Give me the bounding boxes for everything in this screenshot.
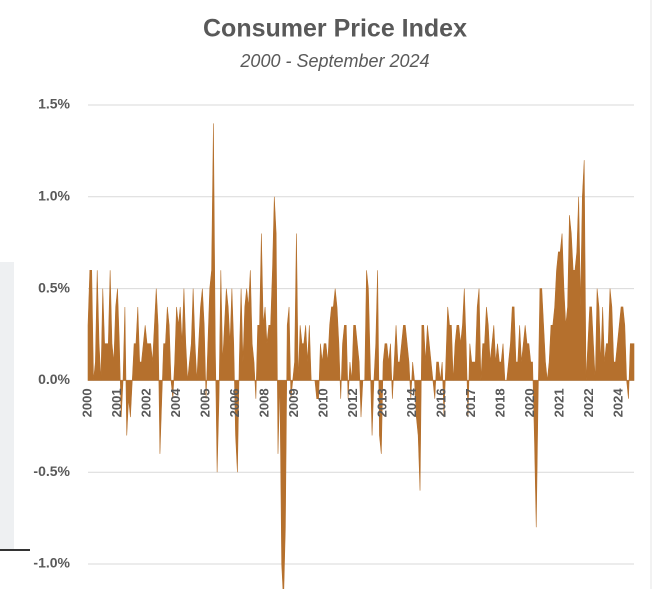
x-tick-label: 2008 [257, 388, 272, 417]
x-tick-label: 2014 [404, 388, 419, 418]
x-tick-label: 2006 [227, 388, 242, 417]
y-tick-label: 0.0% [38, 371, 70, 387]
y-tick-label: -0.5% [33, 463, 70, 479]
x-tick-label: 2018 [493, 388, 508, 417]
x-tick-label: 2002 [138, 388, 153, 417]
y-tick-label: 1.0% [38, 188, 70, 204]
x-tick-label: 2020 [522, 388, 537, 417]
x-tick-label: 2001 [109, 388, 124, 417]
chart-subtitle: 2000 - September 2024 [239, 51, 429, 71]
x-tick-label: 2016 [434, 388, 449, 417]
x-tick-label: 2005 [197, 388, 212, 417]
y-tick-label: -1.0% [33, 555, 70, 571]
x-tick-label: 2024 [611, 388, 626, 418]
x-tick-label: 2017 [463, 388, 478, 417]
y-tick-label: 1.5% [38, 96, 70, 112]
chart-title: Consumer Price Index [203, 15, 467, 43]
x-tick-label: 2022 [581, 388, 596, 417]
x-tick-label: 2009 [286, 388, 301, 417]
x-tick-label: 2010 [316, 388, 331, 417]
x-tick-label: 2000 [79, 388, 94, 417]
labels: -1.0% -0.5% 0.0% 0.5% 1.0% 1.5% 2000 2001 2002 20… [33, 96, 625, 571]
x-tick-label: 2021 [552, 388, 567, 417]
area [87, 123, 635, 589]
plot [87, 123, 635, 589]
side-panel [0, 262, 14, 550]
x-tick-label: 2013 [375, 388, 390, 417]
x-tick-label: 2012 [345, 388, 360, 417]
y-tick-label: 0.5% [38, 279, 70, 295]
x-tick-label: 2004 [168, 388, 183, 418]
